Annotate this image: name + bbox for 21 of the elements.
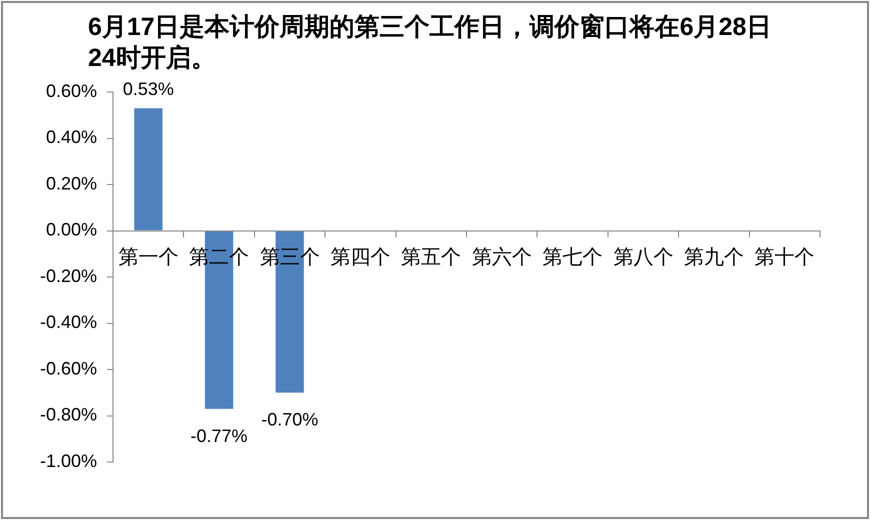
y-tick-label: 0.60% bbox=[46, 80, 97, 101]
x-tick-label: 第七个 bbox=[542, 246, 603, 268]
y-tick-label: -0.20% bbox=[40, 266, 97, 286]
data-label: 0.53% bbox=[122, 79, 174, 100]
y-tick-label: -0.80% bbox=[40, 404, 97, 425]
y-tick-label: -0.60% bbox=[40, 358, 97, 378]
x-tick-label: 第一个 bbox=[118, 246, 178, 268]
chart-title: 6月17日是本计价周期的第三个工作日，调价窗口将在6月28日24时开启。 bbox=[88, 12, 772, 74]
x-tick-label: 第八个 bbox=[613, 246, 674, 268]
x-tick-label: 第十个 bbox=[754, 246, 815, 268]
y-tick-label: 0.20% bbox=[46, 173, 97, 194]
x-tick-label: 第五个 bbox=[401, 246, 462, 268]
data-label: -0.77% bbox=[190, 426, 248, 446]
data-label: -0.70% bbox=[261, 410, 318, 430]
x-tick-label: 第九个 bbox=[684, 246, 744, 268]
y-tick-label: -0.40% bbox=[40, 312, 97, 332]
x-tick-label: 第四个 bbox=[330, 246, 390, 268]
y-tick-label: 0.00% bbox=[46, 220, 97, 240]
x-tick-label: 第六个 bbox=[472, 246, 532, 268]
y-tick-label: 0.40% bbox=[46, 127, 97, 148]
y-tick-label: -1.00% bbox=[40, 450, 97, 471]
